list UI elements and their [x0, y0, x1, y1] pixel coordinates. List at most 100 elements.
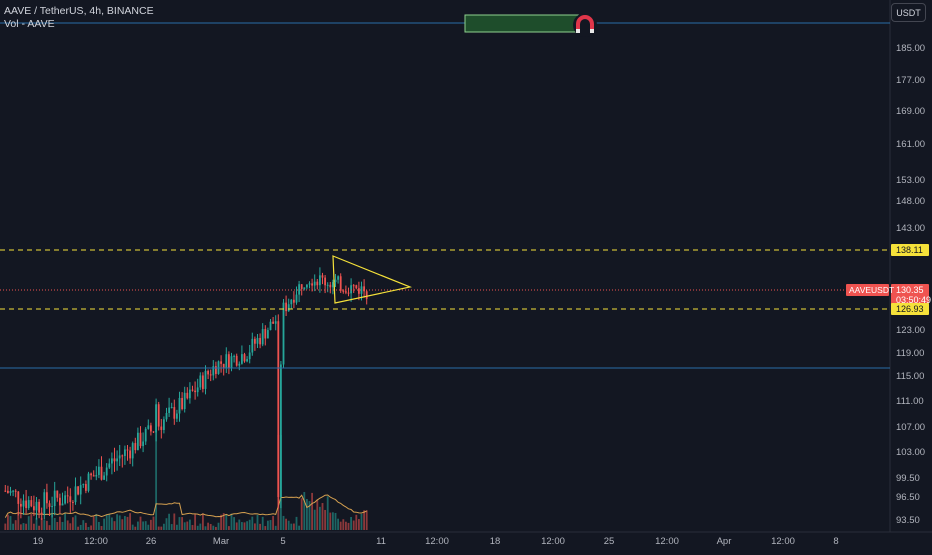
- volume-bar: [178, 517, 181, 530]
- volume-bar: [305, 499, 308, 530]
- volume-bar: [82, 520, 85, 530]
- volume-bar: [6, 514, 9, 530]
- volume-bar: [74, 515, 77, 530]
- candle-body: [84, 484, 87, 491]
- candle-body: [43, 492, 46, 515]
- candle-body: [266, 330, 269, 339]
- candle-body: [71, 501, 74, 503]
- volume-bar: [274, 525, 277, 530]
- volume-bar: [199, 523, 202, 530]
- volume-bar: [173, 513, 176, 530]
- candle-body: [79, 485, 82, 495]
- price-tick-label: 123.00: [896, 325, 925, 336]
- price-tick-label: 177.00: [896, 75, 925, 86]
- volume-bar: [324, 509, 327, 530]
- volume-bar: [58, 516, 61, 530]
- volume-bar: [95, 513, 98, 530]
- volume-bar: [217, 522, 220, 530]
- candle-body: [6, 490, 9, 493]
- volume-bar: [19, 524, 22, 530]
- volume-bar: [152, 516, 155, 530]
- volume-bar: [334, 512, 337, 530]
- candle-body: [82, 484, 85, 486]
- volume-bar: [311, 492, 314, 530]
- time-tick-label: 18: [490, 536, 501, 547]
- volume-bar: [77, 526, 80, 530]
- volume-bar: [105, 514, 108, 530]
- currency-button[interactable]: USDT: [891, 3, 926, 22]
- volume-bar: [90, 525, 93, 530]
- volume-bar: [212, 525, 215, 530]
- volume-bar: [113, 521, 116, 530]
- volume-ma-line: [4, 494, 367, 518]
- rectangle-drawing[interactable]: [464, 14, 586, 33]
- price-tick-label: 169.00: [896, 106, 925, 117]
- volume-bar: [240, 522, 243, 530]
- volume-bar: [292, 523, 295, 530]
- candle-body: [350, 285, 353, 294]
- candle-body: [334, 279, 337, 283]
- candle-body: [35, 501, 38, 511]
- volume-bar: [160, 526, 163, 530]
- candle-body: [246, 359, 249, 362]
- candle-body: [160, 426, 163, 430]
- svg-text:138.11: 138.11: [896, 245, 923, 255]
- candle-body: [4, 490, 7, 492]
- candle-body: [212, 366, 215, 376]
- candle-body: [105, 467, 108, 476]
- candle-body: [253, 338, 256, 344]
- volume-bar: [118, 515, 121, 530]
- volume-bar: [243, 522, 246, 530]
- candle-body: [331, 282, 334, 288]
- time-tick-label: Apr: [717, 536, 732, 547]
- candle-body: [274, 321, 277, 324]
- volume-bar: [287, 520, 290, 530]
- volume-bar: [251, 516, 254, 530]
- candle-body: [329, 284, 332, 288]
- volume-bar: [313, 509, 316, 530]
- candle-body: [181, 397, 184, 410]
- candle-body: [305, 284, 308, 288]
- candle-body: [240, 354, 243, 364]
- candle-body: [53, 490, 56, 507]
- candle-body: [339, 276, 342, 291]
- volume-bar: [64, 513, 67, 530]
- candle-body: [344, 291, 347, 293]
- volume-bar: [27, 516, 30, 530]
- volume-bar: [43, 520, 46, 530]
- candle-body: [100, 466, 103, 480]
- volume-bar: [295, 516, 298, 530]
- volume-bar: [264, 526, 267, 530]
- time-tick-label: 25: [604, 536, 615, 547]
- time-tick-label: 26: [146, 536, 157, 547]
- volume-bar: [363, 510, 366, 530]
- volume-bar: [4, 523, 7, 530]
- volume-bar: [131, 524, 134, 530]
- volume-bar: [342, 519, 345, 530]
- candle-body: [311, 283, 314, 286]
- triangle-pattern[interactable]: [332, 255, 413, 304]
- volume-bar: [79, 524, 82, 530]
- volume-bar: [355, 514, 358, 530]
- candle-body: [144, 428, 147, 442]
- volume-legend[interactable]: Vol - AAVE: [4, 18, 55, 30]
- volume-bar: [71, 517, 74, 530]
- symbol-legend[interactable]: AAVE / TetherUS, 4h, BINANCE: [4, 5, 154, 17]
- volume-bar: [201, 513, 204, 530]
- volume-bar: [69, 523, 72, 530]
- volume-bar: [186, 521, 189, 530]
- candle-body: [175, 413, 178, 419]
- time-tick-label: Mar: [213, 536, 229, 547]
- candle-body: [69, 496, 72, 502]
- candle-body: [186, 392, 189, 399]
- candle-body: [48, 503, 51, 507]
- volume-bar: [129, 513, 132, 530]
- candle-body: [155, 404, 158, 433]
- volume-bar: [269, 520, 272, 530]
- volume-bar: [165, 518, 168, 530]
- volume-bar: [339, 521, 342, 530]
- magnet-icon[interactable]: [572, 12, 598, 38]
